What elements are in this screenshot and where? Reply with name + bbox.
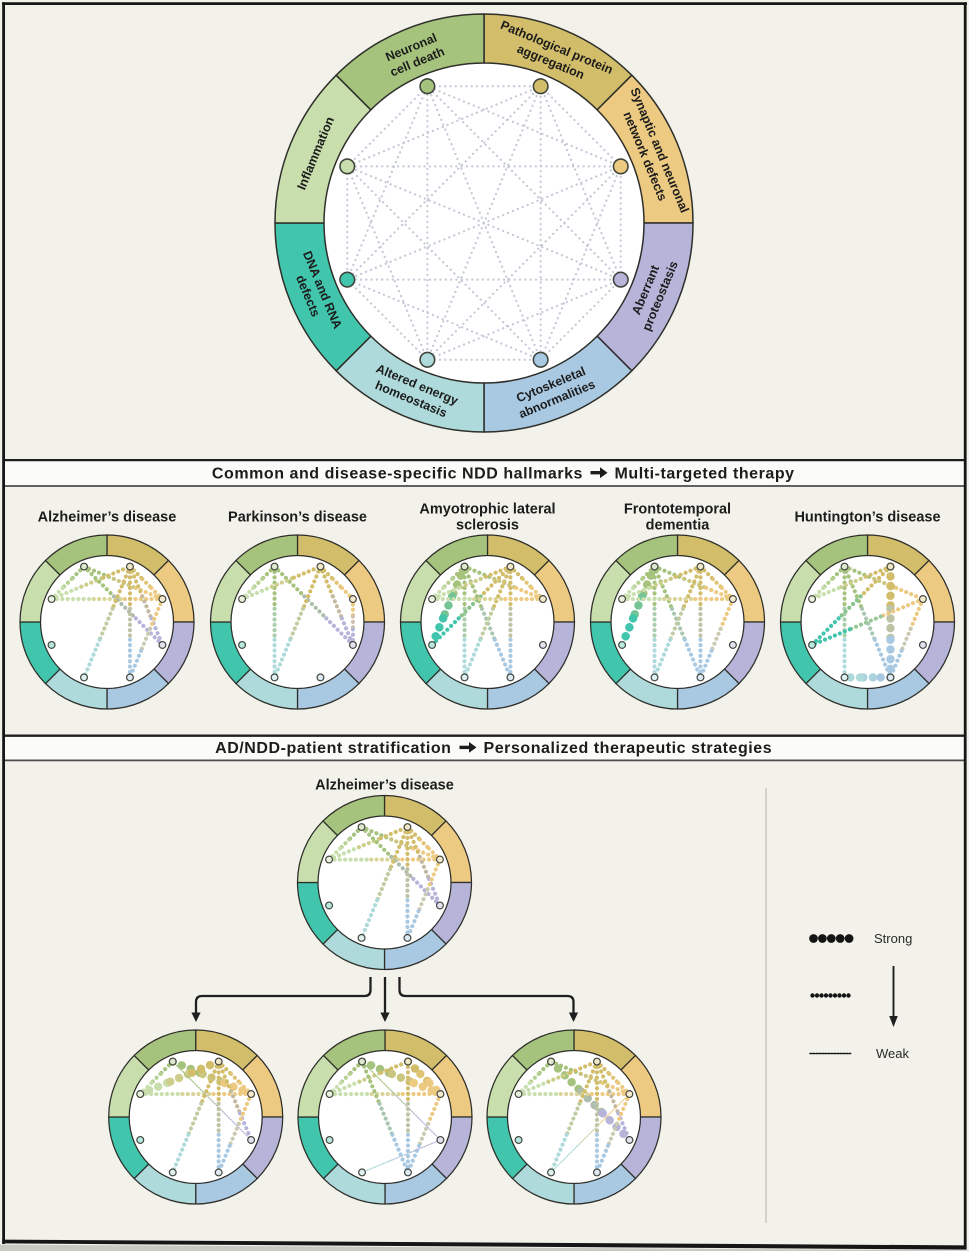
- svg-text:Huntington’s disease: Huntington’s disease: [794, 510, 940, 526]
- svg-text:Weak: Weak: [876, 1046, 909, 1061]
- svg-text:Common and disease-specific ND: Common and disease-specific NDD hallmark…: [212, 465, 583, 482]
- svg-text:Personalized therapeutic strat: Personalized therapeutic strategies: [484, 740, 773, 757]
- svg-text:dementia: dementia: [646, 518, 711, 534]
- svg-text:sclerosis: sclerosis: [456, 518, 519, 534]
- svg-text:Alzheimer’s disease: Alzheimer’s disease: [38, 510, 177, 526]
- svg-text:Strong: Strong: [874, 931, 912, 946]
- svg-text:Amyotrophic lateral: Amyotrophic lateral: [419, 502, 555, 518]
- svg-text:Parkinson’s disease: Parkinson’s disease: [228, 510, 367, 526]
- svg-text:Multi-targeted therapy: Multi-targeted therapy: [615, 465, 795, 482]
- svg-text:AD/NDD-patient stratification: AD/NDD-patient stratification: [215, 740, 451, 757]
- svg-text:Frontotemporal: Frontotemporal: [624, 502, 731, 518]
- svg-text:Alzheimer’s disease: Alzheimer’s disease: [315, 778, 454, 794]
